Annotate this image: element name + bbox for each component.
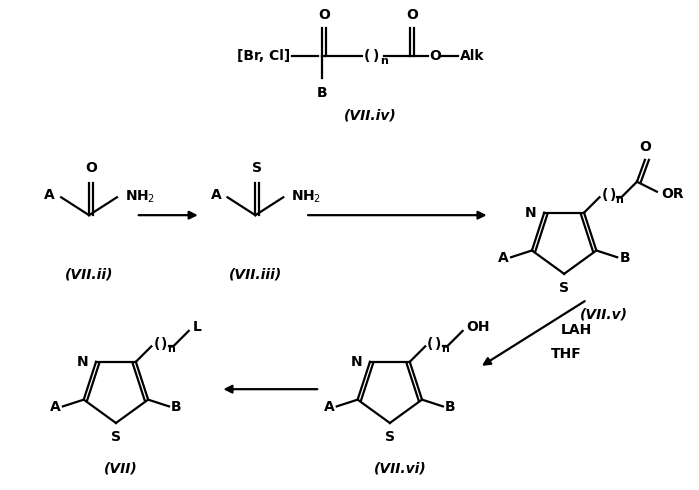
Text: N: N [525,206,536,220]
Text: A: A [50,400,61,414]
Text: (: ( [427,338,433,351]
Text: B: B [317,86,327,100]
Text: A: A [45,188,55,202]
Text: ): ) [161,338,168,351]
Text: ): ) [610,188,616,202]
Text: OR: OR [661,187,684,201]
Text: (VII.ii): (VII.ii) [65,268,113,282]
Text: N: N [76,355,88,369]
Text: NH$_2$: NH$_2$ [125,189,155,205]
Text: S: S [385,430,395,444]
Text: n: n [167,344,175,354]
Text: [Br, Cl]: [Br, Cl] [237,49,290,63]
Text: O: O [639,140,651,154]
Text: S: S [111,430,121,444]
Text: (VII.iv): (VII.iv) [343,109,396,122]
Text: A: A [211,188,222,202]
Text: ): ) [373,49,380,63]
Text: NH$_2$: NH$_2$ [291,189,322,205]
Text: OH: OH [467,320,490,334]
Text: O: O [406,8,418,22]
Text: B: B [619,251,630,265]
Text: A: A [324,400,335,414]
Text: O: O [430,49,442,63]
Text: S: S [252,161,262,175]
Text: N: N [350,355,362,369]
Text: LAH: LAH [561,322,593,337]
Text: A: A [498,251,509,265]
Text: THF: THF [552,347,582,362]
Text: O: O [318,8,330,22]
Text: (: ( [602,188,608,202]
Text: ): ) [435,338,442,351]
Text: n: n [380,56,388,66]
Text: O: O [85,161,97,175]
Text: (: ( [364,49,370,63]
Text: S: S [559,281,569,295]
Text: Alk: Alk [459,49,484,63]
Text: (VII.v): (VII.v) [580,308,628,321]
Text: B: B [445,400,456,414]
Text: n: n [441,344,449,354]
Text: L: L [193,320,201,334]
Text: (: ( [153,338,159,351]
Text: (VII.vi): (VII.vi) [373,462,426,476]
Text: (VII): (VII) [104,462,138,476]
Text: B: B [171,400,182,414]
Text: n: n [616,195,624,205]
Text: (VII.iii): (VII.iii) [229,268,282,282]
